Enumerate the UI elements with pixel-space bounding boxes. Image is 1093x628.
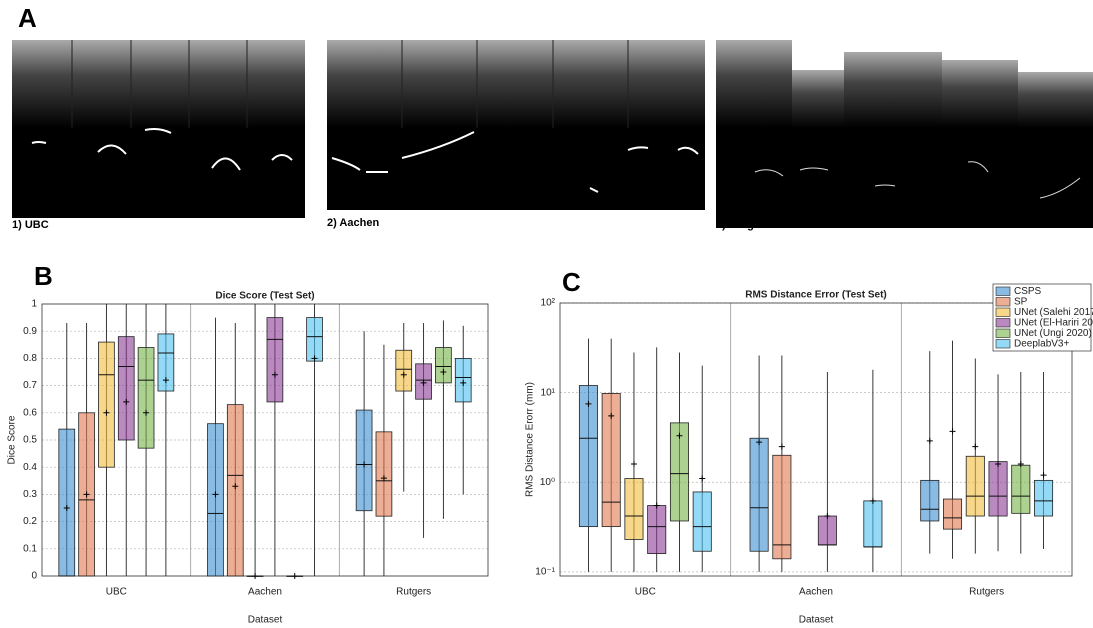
y-tick-label: 10⁰ [540, 477, 555, 488]
y-tick-label: 10⁻¹ [535, 567, 555, 578]
y-tick-label: 0.5 [23, 435, 37, 446]
box [750, 438, 768, 551]
box [356, 410, 372, 511]
box [208, 424, 224, 576]
box [1034, 480, 1052, 516]
box [773, 455, 791, 559]
mean-marker [972, 444, 978, 450]
x-tick-label: Rutgers [969, 587, 1004, 598]
image-caption: 1) UBC [12, 219, 49, 231]
x-axis-label: Dataset [799, 615, 834, 626]
mean-marker [252, 573, 258, 579]
legend-label: UNet (El-Hariri 2019) [1014, 317, 1093, 328]
y-tick-label: 0.2 [23, 516, 37, 527]
box [396, 350, 412, 391]
box [376, 432, 392, 516]
y-tick-label: 0.7 [23, 380, 37, 391]
legend-label: SP [1014, 296, 1028, 307]
box [943, 499, 961, 529]
y-tick-label: 10¹ [541, 387, 556, 398]
legend-swatch [996, 319, 1010, 328]
box [59, 429, 75, 576]
y-tick-label: 0.6 [23, 407, 37, 418]
box [966, 456, 984, 516]
legend-swatch [996, 308, 1010, 317]
mean-marker [927, 438, 933, 444]
box [435, 348, 451, 383]
box [267, 318, 283, 402]
box [818, 516, 836, 545]
box [307, 318, 323, 362]
y-tick-label: 0.4 [23, 462, 37, 473]
panel-letter: B [34, 261, 53, 291]
x-tick-label: Aachen [248, 587, 282, 598]
y-tick-label: 0.9 [23, 326, 37, 337]
mean-marker [699, 476, 705, 482]
x-tick-label: UBC [635, 587, 656, 598]
box [921, 480, 939, 521]
box [1012, 465, 1030, 513]
legend-label: UNet (Ungi 2020) [1014, 328, 1092, 339]
y-tick-label: 0.1 [23, 543, 37, 554]
mean-marker [779, 444, 785, 450]
box [648, 506, 666, 554]
box [98, 342, 114, 467]
mean-marker [631, 461, 637, 467]
chart-title: RMS Distance Error (Test Set) [745, 290, 887, 301]
legend-label: CSPS [1014, 286, 1042, 297]
panel-letter: C [562, 267, 581, 297]
y-axis-label: RMS Distance Erorr (mm) [525, 382, 536, 497]
y-tick-label: 0 [31, 571, 37, 582]
y-axis-label: Dice Score [7, 415, 18, 464]
box [625, 479, 643, 540]
panel-letter: A [18, 3, 37, 33]
y-tick-label: 0.3 [23, 489, 37, 500]
image-group [327, 40, 705, 210]
box [138, 348, 154, 449]
image-caption: 2) Aachen [327, 217, 379, 229]
legend-swatch [996, 340, 1010, 349]
mean-marker [1041, 472, 1047, 478]
y-tick-label: 10² [541, 298, 556, 309]
y-tick-label: 0.8 [23, 353, 37, 364]
legend-label: DeeplabV3+ [1014, 338, 1069, 349]
x-tick-label: UBC [106, 587, 127, 598]
image-caption: 3) Rutgers [716, 219, 770, 231]
legend-label: UNet (Salehi 2017) [1014, 307, 1093, 318]
mean-marker [292, 573, 298, 579]
x-tick-label: Aachen [799, 587, 833, 598]
box [989, 462, 1007, 516]
x-tick-label: Rutgers [396, 587, 431, 598]
image-group [12, 40, 305, 218]
legend-swatch [996, 287, 1010, 296]
image-group [716, 40, 1093, 228]
chart-title: Dice Score (Test Set) [215, 291, 314, 302]
legend-swatch [996, 298, 1010, 307]
y-tick-label: 1 [31, 299, 37, 310]
figure: A 1) UBC 2) Aachen 3) Rutgers B C Dice S… [0, 0, 1093, 628]
box [227, 405, 243, 576]
x-axis-label: Dataset [248, 615, 283, 626]
legend-swatch [996, 329, 1010, 338]
mean-marker [950, 428, 956, 434]
box [693, 492, 711, 551]
box [118, 337, 134, 440]
box [864, 501, 882, 547]
